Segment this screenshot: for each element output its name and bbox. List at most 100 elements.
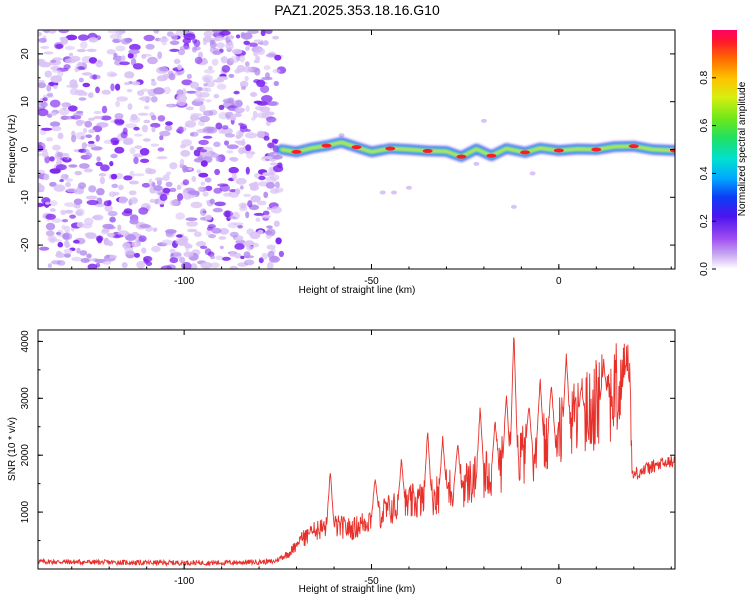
colorbar-tick-label: 0.4 [699, 166, 710, 180]
noise-speck [261, 112, 269, 119]
noise-speck [81, 142, 87, 150]
noise-speck [212, 30, 222, 34]
noise-speck [176, 94, 188, 103]
noise-speck [154, 177, 164, 181]
noise-speck [266, 261, 274, 269]
colorbar: 0.0 0.2 0.4 0.6 0.8 Normalized spectral ampl… [699, 30, 748, 276]
noise-speck [150, 122, 161, 128]
noise-speck [202, 135, 213, 139]
noise-speck [237, 224, 244, 229]
noise-speck [213, 141, 221, 148]
noise-speck [261, 95, 273, 103]
noise-speck [190, 201, 203, 209]
noise-speck [185, 106, 194, 111]
noise-speck [200, 181, 206, 186]
noise-speck [83, 91, 88, 96]
noise-speck [156, 75, 167, 82]
noise-speck [143, 138, 151, 142]
noise-speck [74, 67, 79, 73]
noise-speck [38, 37, 47, 43]
noise-speck [141, 247, 147, 254]
noise-speck [176, 184, 182, 190]
noise-speck [95, 235, 104, 242]
noise-speck [63, 248, 73, 254]
noise-speck [80, 41, 88, 49]
noise-speck [53, 184, 66, 192]
noise-speck [272, 155, 283, 160]
noise-speck [249, 231, 261, 240]
noise-speck [76, 120, 86, 124]
noise-speck [275, 237, 282, 245]
noise-speck [49, 111, 58, 116]
noise-speck [229, 114, 235, 121]
noise-speck [42, 97, 48, 102]
noise-speck [256, 79, 266, 88]
noise-speck [187, 190, 200, 196]
noise-speck [173, 58, 181, 65]
noise-speck [55, 164, 67, 171]
colorbar-tick-label: 0.0 [699, 262, 710, 276]
noise-speck [169, 162, 178, 170]
noise-speck [85, 195, 98, 200]
noise-speck [69, 214, 76, 219]
noise-speck [186, 90, 198, 94]
noise-speck [205, 229, 211, 236]
noise-speck [250, 92, 258, 97]
noise-speck [69, 88, 79, 96]
noise-speck [127, 103, 133, 110]
noise-speck [81, 72, 93, 76]
noise-speck [118, 196, 128, 204]
noise-speck [379, 190, 386, 195]
noise-speck [219, 228, 230, 235]
noise-speck [138, 235, 147, 242]
noise-speck [38, 152, 43, 157]
noise-speck [129, 218, 139, 225]
noise-speck [203, 30, 214, 38]
noise-speck [134, 145, 142, 150]
noise-speck [216, 83, 227, 90]
colorbar-tick-label: 0.6 [699, 118, 710, 132]
noise-speck [248, 42, 258, 47]
noise-speck [271, 255, 279, 262]
noise-speckles [38, 30, 536, 269]
noise-speck [235, 177, 247, 185]
noise-speck [47, 235, 57, 242]
noise-speck [235, 134, 242, 139]
noise-speck [269, 174, 280, 181]
noise-speck [233, 112, 242, 118]
noise-speck [189, 81, 199, 89]
noise-speck [162, 174, 170, 182]
signal-peak [628, 144, 639, 149]
noise-speck [145, 261, 153, 267]
noise-speck [239, 205, 248, 212]
noise-speck [40, 101, 48, 108]
noise-speck [276, 162, 283, 168]
noise-speck [57, 132, 64, 140]
noise-speck [202, 110, 214, 117]
y-tick-label: 1000 [20, 501, 31, 524]
noise-speck [202, 191, 209, 197]
noise-speck [204, 87, 212, 93]
noise-speck [124, 71, 135, 79]
noise-speck [46, 92, 54, 97]
y-tick-label: 3000 [20, 387, 31, 410]
noise-speck [256, 200, 267, 206]
noise-speck [151, 126, 156, 133]
noise-speck [132, 63, 144, 70]
noise-speck [263, 135, 270, 141]
noise-speck [157, 115, 166, 122]
noise-speck [210, 254, 215, 260]
noise-speck [159, 130, 171, 137]
noise-speck [110, 173, 118, 180]
noise-speck [179, 158, 185, 167]
noise-speck [51, 260, 62, 265]
noise-speck [239, 80, 249, 88]
noise-speck [175, 237, 187, 246]
noise-speck [109, 161, 114, 167]
noise-speck [45, 230, 55, 237]
noise-speck [61, 219, 69, 223]
noise-speck [81, 223, 93, 229]
noise-speck [58, 107, 70, 116]
noise-speck [170, 253, 175, 259]
noise-speck [57, 151, 63, 158]
